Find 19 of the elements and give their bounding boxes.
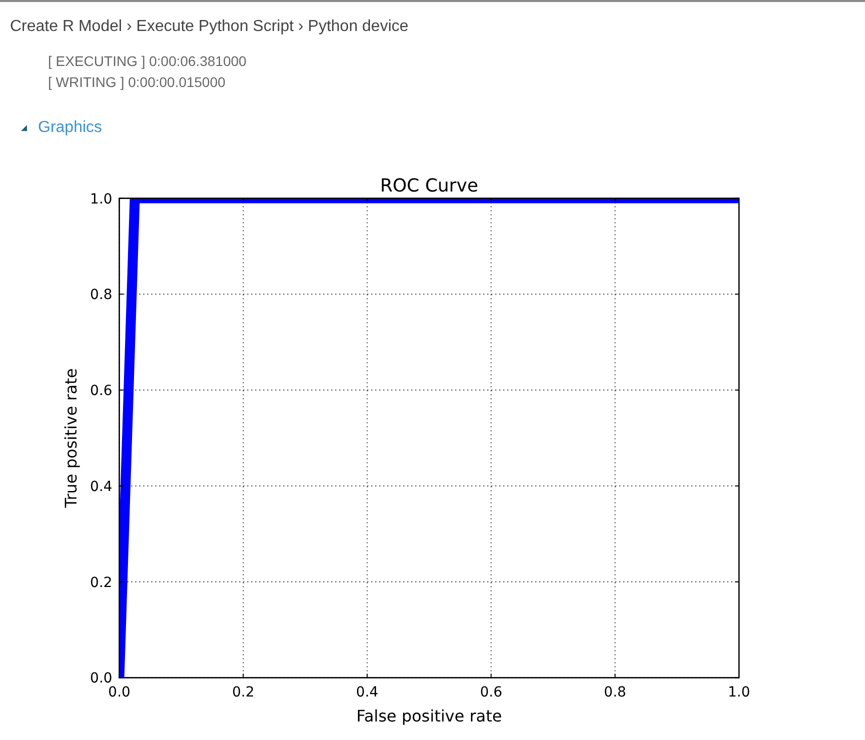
y-tick-label: 0.6 <box>90 383 112 400</box>
x-tick-label: 0.4 <box>356 684 378 701</box>
text: [ EXECUTING ] 0:00:06.381000 <box>48 53 247 69</box>
x-axis-title: False positive rate <box>356 706 502 726</box>
x-tick-label: 0.2 <box>232 684 254 701</box>
x-tick-label: 0.0 <box>108 684 130 701</box>
text: [ WRITING ] 0:00:00.015000 <box>48 74 226 90</box>
chart-title: ROC Curve <box>380 175 478 196</box>
y-tick-label: 0.8 <box>90 287 112 304</box>
text: Graphics <box>38 119 102 136</box>
y-tick-label: 0.0 <box>90 670 112 687</box>
x-tick-label: 0.6 <box>480 684 502 701</box>
y-axis-title: True positive rate <box>61 368 80 509</box>
x-tick-label: 0.8 <box>604 684 626 701</box>
y-tick-label: 1.0 <box>90 191 112 208</box>
y-tick-label: 0.4 <box>90 478 112 495</box>
text: Create R Model › Execute Python Script › Python device <box>10 18 409 35</box>
y-tick-label: 0.2 <box>90 574 112 591</box>
x-tick-label: 1.0 <box>728 684 750 701</box>
